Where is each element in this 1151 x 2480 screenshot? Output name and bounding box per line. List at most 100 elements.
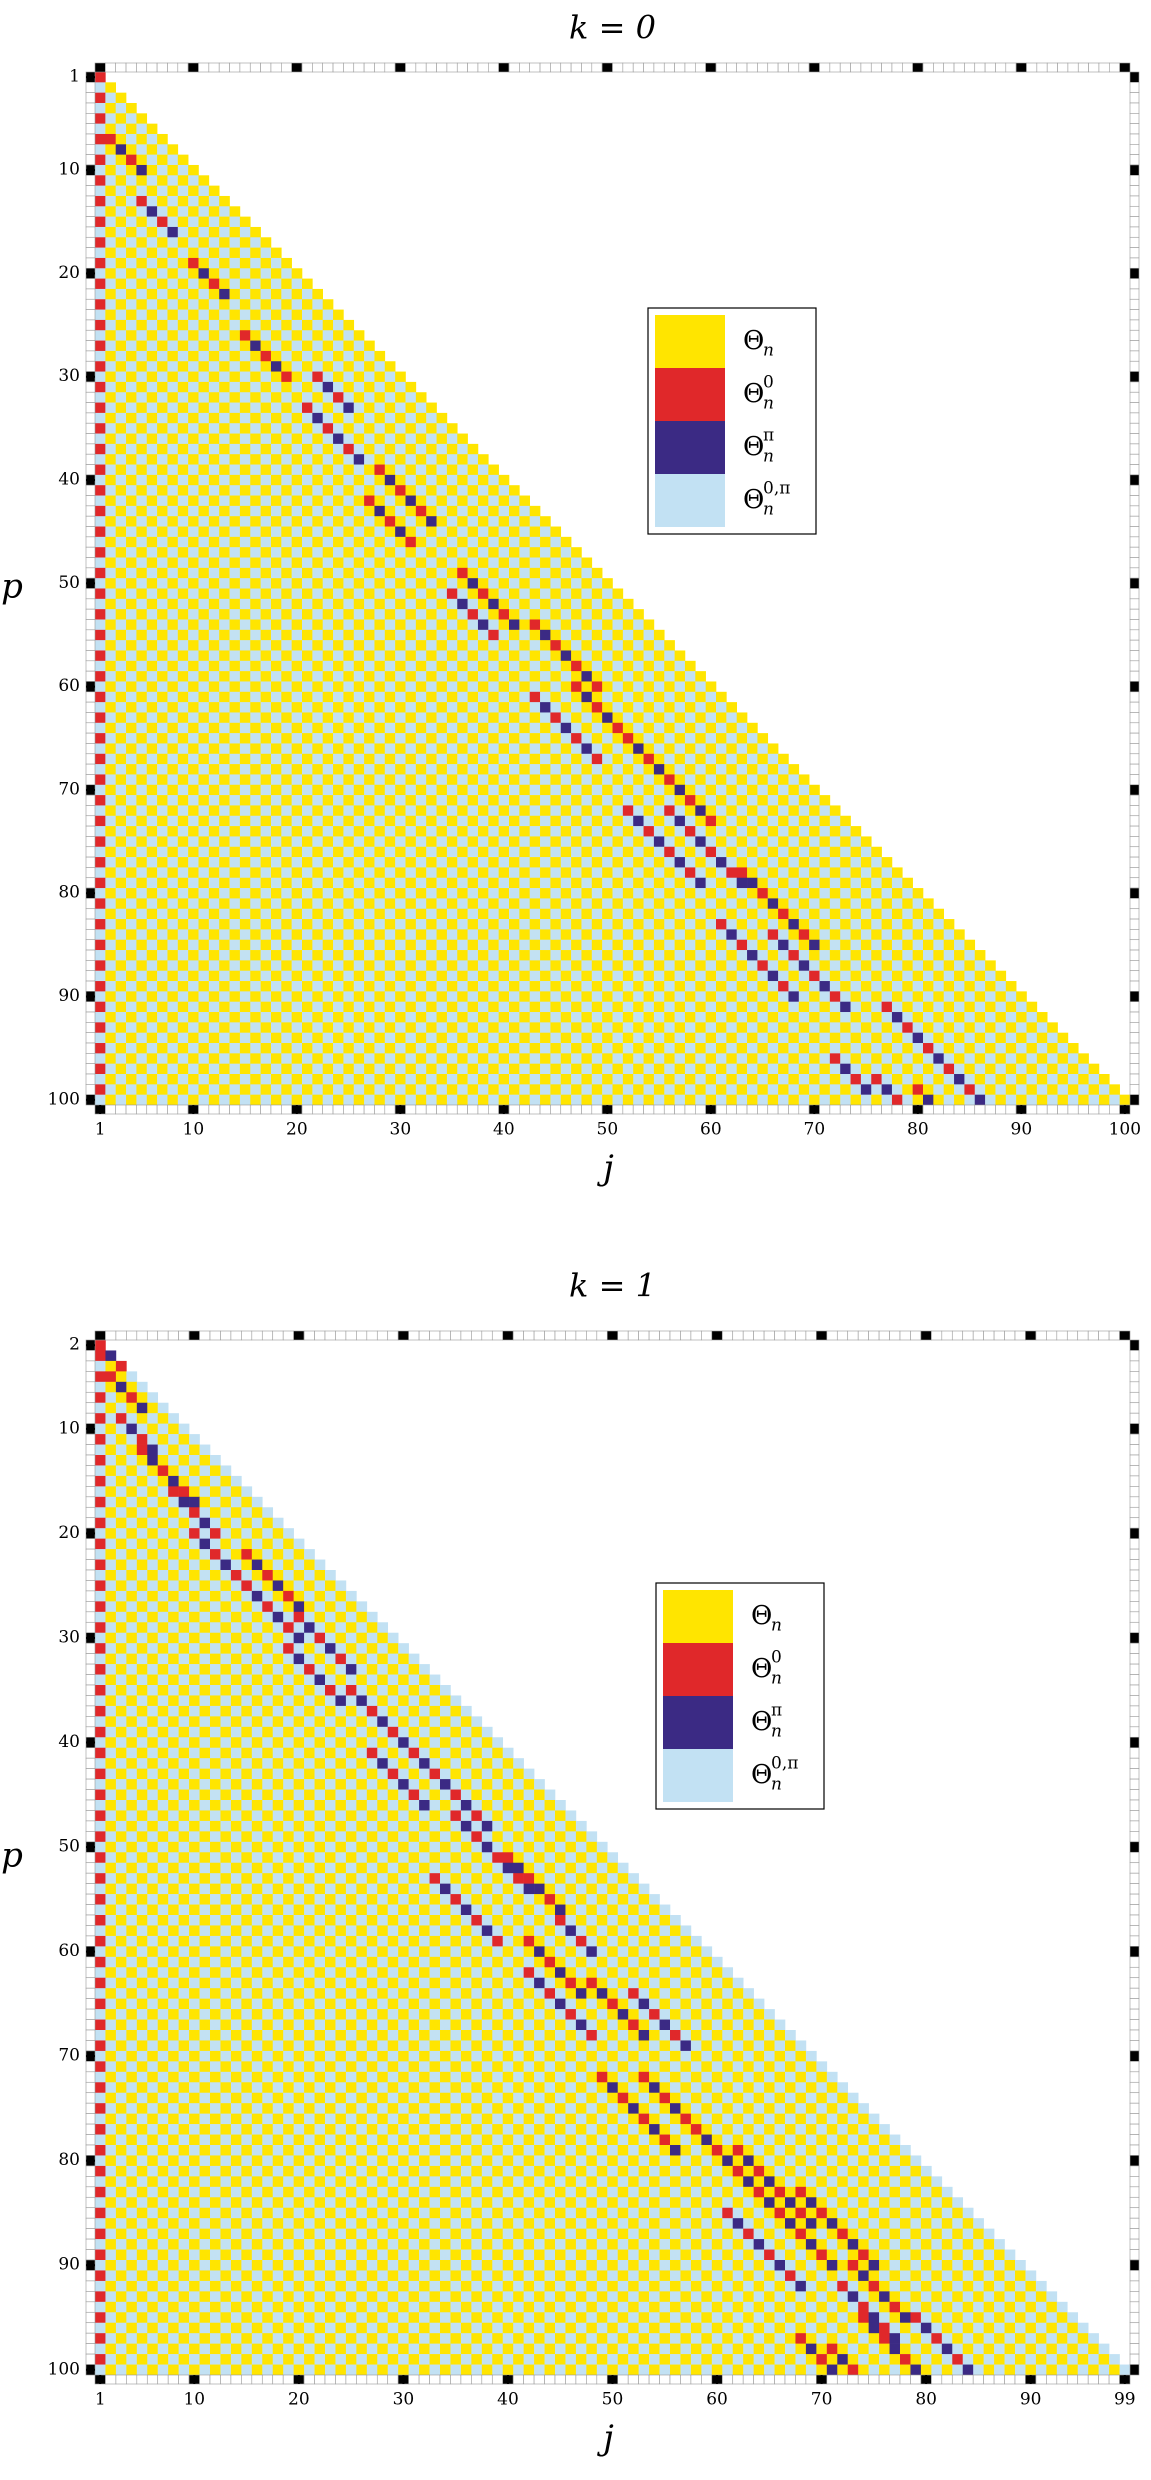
cell [291, 1063, 303, 1075]
cell [105, 144, 116, 155]
streak-cell [477, 588, 489, 600]
cell [219, 970, 230, 982]
cell [477, 660, 489, 672]
cell [157, 805, 168, 817]
cell [126, 898, 137, 910]
cell [229, 640, 241, 651]
cell [736, 1074, 748, 1085]
cell [674, 939, 686, 951]
cell [405, 970, 417, 982]
cell [757, 733, 769, 744]
cell [177, 1063, 189, 1075]
cell [229, 361, 241, 372]
cell [591, 877, 603, 889]
cell [115, 764, 127, 775]
cell [364, 464, 375, 476]
cell [954, 1043, 965, 1054]
cell [322, 1094, 334, 1106]
cell [571, 722, 582, 734]
cell [891, 1084, 903, 1095]
cell [509, 1032, 520, 1044]
cell [540, 981, 551, 992]
cell [229, 495, 241, 507]
cell [105, 454, 116, 465]
cell [95, 485, 106, 496]
cell [302, 836, 313, 848]
cell [291, 361, 303, 372]
cell [467, 650, 479, 662]
cell [115, 805, 127, 817]
cell [281, 660, 292, 672]
cell [881, 877, 893, 889]
cell [198, 1053, 210, 1064]
cell [736, 857, 748, 868]
cell [664, 1043, 675, 1054]
cell [322, 650, 334, 662]
cell [177, 371, 189, 383]
cell [167, 319, 179, 331]
cell [622, 867, 634, 879]
cell [229, 919, 241, 930]
cell [1005, 991, 1017, 1002]
cell [333, 361, 344, 372]
cell [943, 950, 955, 961]
cell [364, 640, 375, 651]
cell [95, 919, 106, 930]
cell [219, 722, 230, 734]
cell [364, 743, 375, 755]
cell [353, 681, 365, 693]
cell [302, 970, 313, 982]
cell [136, 970, 148, 982]
cell [188, 702, 199, 713]
cell [405, 381, 417, 393]
cell [167, 598, 179, 610]
streak-cell [270, 361, 282, 372]
cell [312, 433, 323, 445]
cell [757, 764, 769, 775]
cell [612, 1032, 624, 1044]
cell [302, 609, 313, 620]
cell [270, 722, 282, 734]
cell [612, 795, 624, 806]
panel-title: k = 0 [569, 9, 656, 47]
cell [343, 567, 355, 579]
cell [250, 268, 261, 279]
cell [726, 857, 737, 868]
cell [426, 733, 437, 744]
cell [415, 567, 427, 579]
cell [457, 764, 468, 775]
cell [767, 1032, 779, 1044]
cell [509, 557, 520, 569]
cell [529, 908, 541, 920]
cell [653, 733, 665, 744]
cell [105, 175, 116, 186]
cell [1098, 1084, 1110, 1095]
cell [519, 588, 530, 600]
cell [239, 454, 251, 465]
cell [105, 340, 116, 352]
cell [829, 929, 841, 941]
cell [95, 650, 106, 662]
cell [260, 908, 272, 920]
cell [902, 908, 913, 920]
cell [653, 784, 665, 796]
cell [602, 970, 613, 982]
cell [115, 474, 127, 486]
cell [519, 516, 530, 527]
cell [105, 970, 116, 982]
cell [415, 970, 427, 982]
cell [509, 722, 520, 734]
cell [881, 950, 893, 961]
cell [270, 381, 282, 393]
cell [726, 753, 737, 765]
cell [219, 247, 230, 259]
cell [188, 898, 199, 910]
streak-cell [933, 1053, 944, 1064]
cell [664, 877, 675, 889]
cell [498, 733, 510, 744]
cell [633, 733, 644, 744]
cell [177, 857, 189, 868]
cell [633, 712, 644, 724]
cell [115, 154, 127, 166]
cell [716, 898, 727, 910]
